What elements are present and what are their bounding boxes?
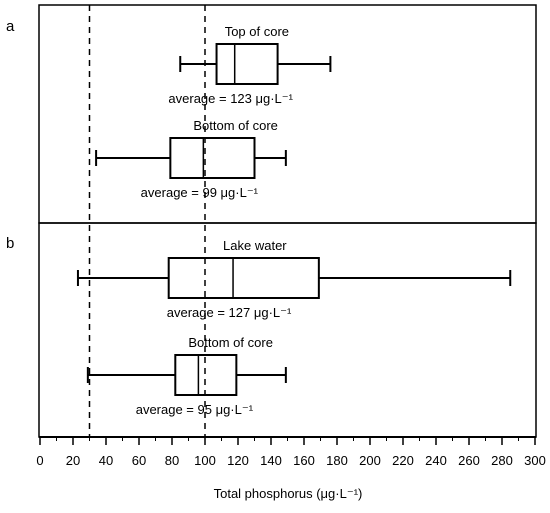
box-iqr [167, 257, 320, 299]
box-title: Bottom of core [193, 118, 278, 133]
x-tick-label-20: 20 [66, 453, 80, 468]
x-tick-label-220: 220 [392, 453, 414, 468]
boxes-layer: Top of core average = 123 μg·L⁻¹ Bottom of… [76, 24, 512, 417]
x-tick-label-280: 280 [491, 453, 513, 468]
box-group-a-0: Top of core average = 123 μg·L⁻¹ [168, 24, 332, 106]
box-title: Lake water [223, 238, 287, 253]
x-axis: 0 20 40 60 80 100 120 140 160 180 200 220 240 260 280 3… [36, 436, 546, 468]
box-iqr [215, 43, 279, 85]
x-tick-label-260: 260 [458, 453, 480, 468]
average-label: average = 95 μg·L⁻¹ [136, 402, 254, 417]
x-tick-label-80: 80 [165, 453, 179, 468]
box-title: Top of core [225, 24, 289, 39]
x-tick-label-300: 300 [524, 453, 546, 468]
x-tick-label-120: 120 [227, 453, 249, 468]
x-tick-label-240: 240 [425, 453, 447, 468]
x-tick-label-100: 100 [194, 453, 216, 468]
x-tick-label-0: 0 [36, 453, 43, 468]
x-tick-label-60: 60 [132, 453, 146, 468]
average-label: average = 127 μg·L⁻¹ [167, 305, 292, 320]
reference-lines [88, 5, 206, 437]
box-group-a-1: Bottom of core average = 99 μg·L⁻¹ [95, 118, 287, 200]
x-tick-label-200: 200 [359, 453, 381, 468]
x-tick-label-160: 160 [293, 453, 315, 468]
box-group-b-0: Lake water average = 127 μg·L⁻¹ [76, 238, 512, 320]
panel-b-frame [38, 222, 537, 438]
box-iqr [169, 137, 256, 179]
box-group-b-1: Bottom of core average = 95 μg·L⁻¹ [86, 335, 287, 417]
panel-a-letter: a [6, 18, 15, 35]
x-axis-title: Total phosphorus (μg·L⁻¹) [214, 486, 363, 501]
x-tick-label-140: 140 [260, 453, 282, 468]
average-label: average = 99 μg·L⁻¹ [141, 185, 259, 200]
average-label: average = 123 μg·L⁻¹ [168, 91, 293, 106]
x-tick-label-180: 180 [326, 453, 348, 468]
box-iqr [174, 354, 238, 396]
box-title: Bottom of core [188, 335, 273, 350]
x-tick-label-40: 40 [99, 453, 113, 468]
panel-b-letter: b [6, 235, 14, 252]
